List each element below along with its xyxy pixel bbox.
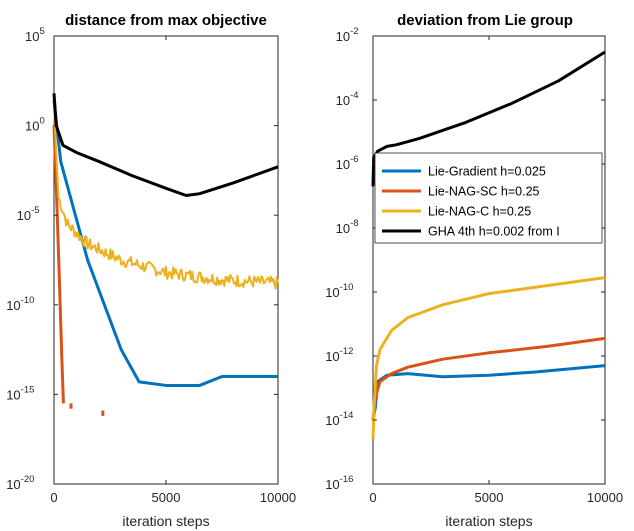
legend: Lie-Gradient h=0.025 Lie-NAG-SC h=0.25 Lie… xyxy=(374,152,603,244)
right-series-lie-nag-sc-h-0-25 xyxy=(371,336,606,421)
legend-box xyxy=(374,152,603,244)
right-plot-area xyxy=(372,35,606,485)
right-x-tick-label: 5000 xyxy=(475,490,504,505)
left-series-4 xyxy=(52,93,279,197)
left-x-tick-label: 0 xyxy=(50,490,57,505)
left-chart-title: distance from max objective xyxy=(65,12,267,29)
left-series-group xyxy=(52,93,279,416)
legend-entries: Lie-Gradient h=0.025 Lie-NAG-SC h=0.25 Lie… xyxy=(382,165,560,239)
left-x-tick-label: 5000 xyxy=(152,490,181,505)
left-y-tick-exponent: 0 xyxy=(40,116,45,127)
left-x-axis-label: iteration steps xyxy=(122,513,209,529)
left-x-tick-label: 10000 xyxy=(260,490,296,505)
left-series-1 xyxy=(52,125,65,404)
left-plot-area xyxy=(53,35,279,485)
legend-label: Lie-Gradient h=0.025 xyxy=(428,165,546,179)
left-y-tick-exponent: -20 xyxy=(21,474,35,485)
right-chart-title: deviation from Lie group xyxy=(397,12,573,29)
right-y-tick-exponent: -16 xyxy=(340,474,354,485)
right-x-axis-label: iteration steps xyxy=(445,513,532,529)
left-series-0 xyxy=(52,100,278,387)
right-chart: deviation from Lie group 0 5000 10000 10-1… xyxy=(325,12,623,529)
legend-label: Lie-NAG-C h=0.25 xyxy=(428,205,531,219)
right-x-ticks: 0 5000 10000 xyxy=(369,36,623,505)
left-x-ticks: 0 5000 10000 xyxy=(50,36,296,505)
right-x-tick-label: 0 xyxy=(369,490,376,505)
right-y-tick-exponent: -8 xyxy=(350,218,358,229)
left-series-3 xyxy=(53,107,279,290)
left-y-tick-exponent: 5 xyxy=(40,26,45,37)
legend-label: GHA 4th h=0.002 from I xyxy=(428,225,560,239)
right-y-tick-exponent: -10 xyxy=(340,282,354,293)
right-x-tick-label: 10000 xyxy=(587,490,623,505)
right-y-tick-exponent: -6 xyxy=(350,154,358,165)
right-y-tick-exponent: -4 xyxy=(350,90,358,101)
right-y-tick-exponent: -14 xyxy=(340,410,354,421)
legend-label: Lie-NAG-SC h=0.25 xyxy=(428,185,540,199)
right-y-tick-exponent: -2 xyxy=(350,26,358,37)
left-y-tick-exponent: -5 xyxy=(31,205,39,216)
left-y-tick-exponent: -15 xyxy=(21,384,35,395)
left-chart: distance from max objective 0 5000 10000 1… xyxy=(6,12,296,529)
right-y-tick-exponent: -12 xyxy=(340,346,354,357)
left-y-tick-exponent: -10 xyxy=(21,295,35,306)
right-series-lie-nag-c-h-0-25 xyxy=(371,276,606,440)
